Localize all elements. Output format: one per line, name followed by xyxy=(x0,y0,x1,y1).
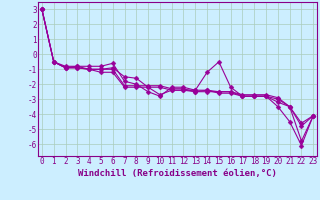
X-axis label: Windchill (Refroidissement éolien,°C): Windchill (Refroidissement éolien,°C) xyxy=(78,169,277,178)
